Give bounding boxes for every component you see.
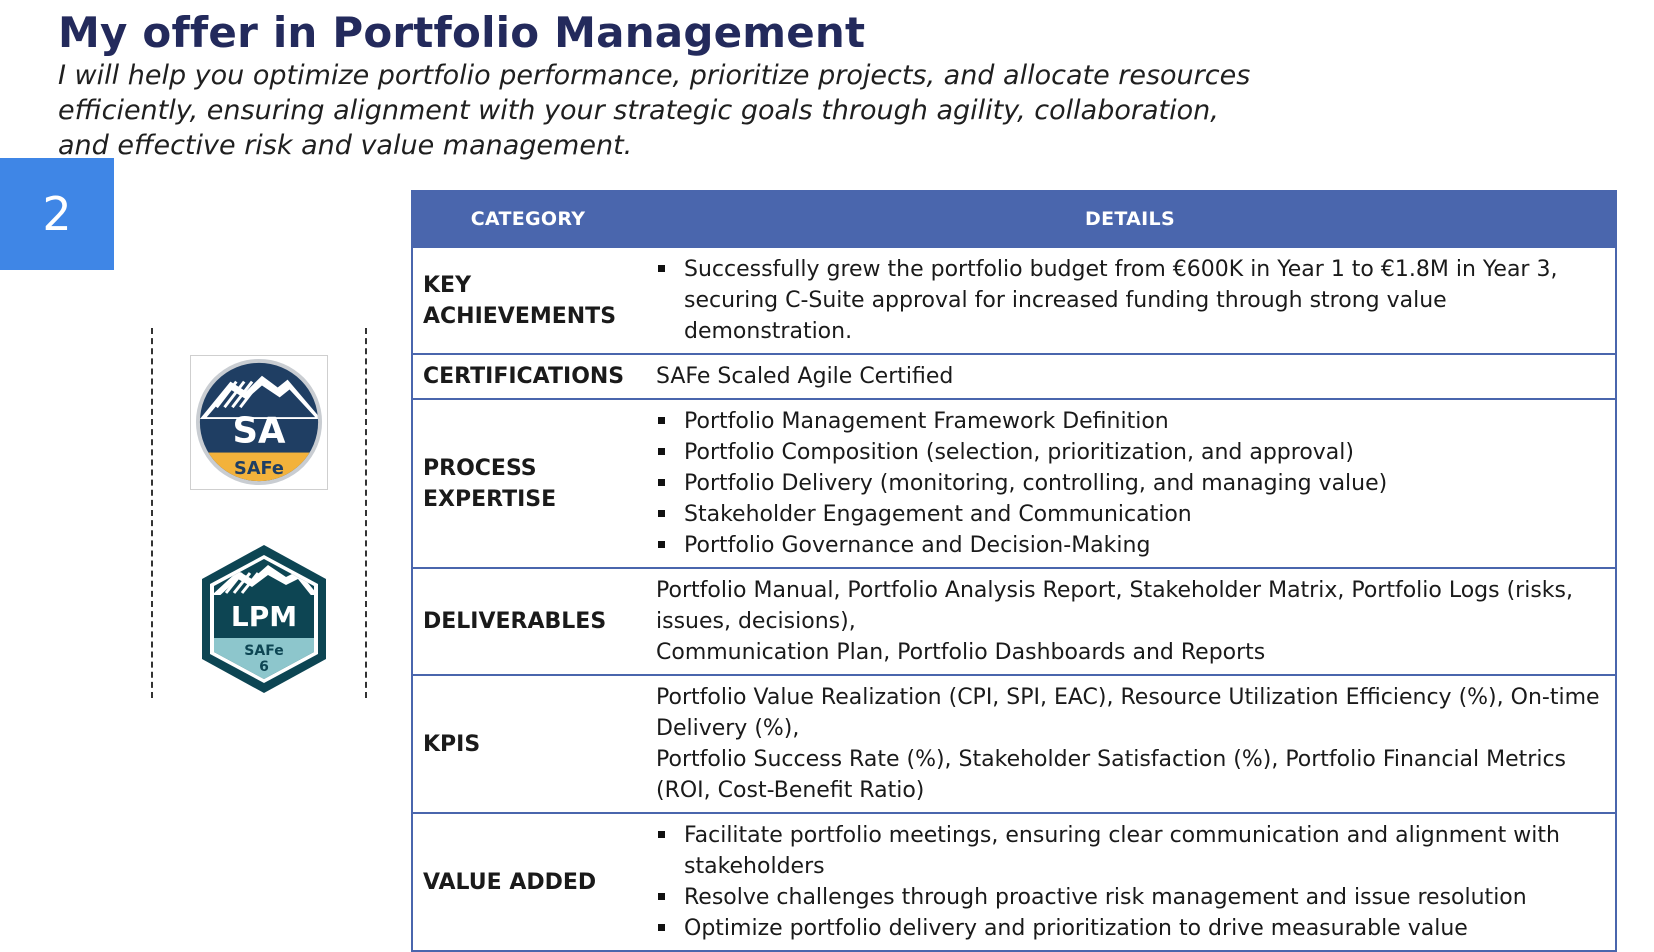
portfolio-offer-table: CATEGORY DETAILS KEY ACHIEVEMENTS Succes… [411,190,1617,952]
page-number-badge: 2 [0,158,114,270]
list-item: Resolve challenges through proactive ris… [656,882,1601,913]
lpm-logo-text: LPM [231,600,297,633]
column-header-category: CATEGORY [411,190,645,248]
dashed-divider-left [151,328,153,698]
details-cell: Successfully grew the portfolio budget f… [644,246,1617,355]
bullet-list: Successfully grew the portfolio budget f… [656,254,1601,347]
details-cell: Portfolio Management Framework Definitio… [644,398,1617,569]
list-item: Portfolio Governance and Decision-Making [656,530,1601,561]
table-row-process-expertise: PROCESS EXPERTISE Portfolio Management F… [411,398,1617,569]
list-item: Facilitate portfolio meetings, ensuring … [656,820,1601,882]
list-item: Optimize portfolio delivery and prioriti… [656,913,1601,944]
table-row-deliverables: DELIVERABLES Portfolio Manual, Portfolio… [411,567,1617,676]
details-cell: Portfolio Value Realization (CPI, SPI, E… [644,674,1617,814]
list-item: Portfolio Composition (selection, priori… [656,437,1601,468]
safe-sa-certification-logo: SA SAFe [190,355,328,490]
table-header-row: CATEGORY DETAILS [411,190,1617,248]
dashed-divider-right [365,328,367,698]
bullet-list: Portfolio Management Framework Definitio… [656,406,1601,561]
detail-line: SAFe Scaled Agile Certified [656,364,954,389]
category-cell: VALUE ADDED [411,812,644,952]
bullet-list: Facilitate portfolio meetings, ensuring … [656,820,1601,944]
category-cell: DELIVERABLES [411,567,644,676]
table-row-key-achievements: KEY ACHIEVEMENTS Successfully grew the p… [411,246,1617,355]
table-row-kpis: KPIS Portfolio Value Realization (CPI, S… [411,674,1617,814]
detail-line: Portfolio Value Realization (CPI, SPI, E… [656,685,1600,741]
column-header-details: DETAILS [643,190,1617,248]
details-cell: Facilitate portfolio meetings, ensuring … [644,812,1617,952]
list-item: Portfolio Management Framework Definitio… [656,406,1601,437]
table-row-value-added: VALUE ADDED Facilitate portfolio meeting… [411,812,1617,952]
list-item: Portfolio Delivery (monitoring, controll… [656,468,1601,499]
category-cell: KEY ACHIEVEMENTS [411,246,644,355]
category-cell: KPIS [411,674,644,814]
detail-line: Communication Plan, Portfolio Dashboards… [656,640,1266,665]
details-cell: SAFe Scaled Agile Certified [644,353,1617,400]
detail-line: Portfolio Manual, Portfolio Analysis Rep… [656,578,1573,634]
category-cell: CERTIFICATIONS [411,353,644,400]
sa-logo-text: SA [233,411,287,452]
list-item: Stakeholder Engagement and Communication [656,499,1601,530]
lpm-logo-brand: SAFe [244,643,283,659]
lpm-logo-version: 6 [259,659,269,675]
page-subtitle: I will help you optimize portfolio perfo… [58,60,1251,161]
page-title: My offer in Portfolio Management [58,8,866,57]
table-row-certifications: CERTIFICATIONS SAFe Scaled Agile Certifi… [411,353,1617,400]
list-item: Successfully grew the portfolio budget f… [656,254,1601,347]
sa-logo-brand: SAFe [234,459,284,479]
category-cell: PROCESS EXPERTISE [411,398,644,569]
detail-line: Portfolio Success Rate (%), Stakeholder … [656,747,1567,803]
safe-lpm-certification-logo: LPM SAFe 6 [198,543,330,695]
details-cell: Portfolio Manual, Portfolio Analysis Rep… [644,567,1617,676]
